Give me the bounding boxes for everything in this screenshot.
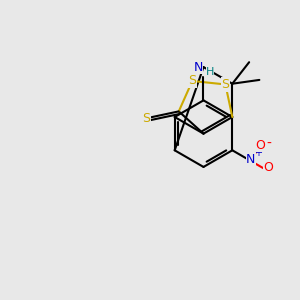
Text: S: S xyxy=(142,112,150,125)
Text: O: O xyxy=(255,139,265,152)
Text: -: - xyxy=(266,136,271,151)
Text: +: + xyxy=(254,148,262,158)
Text: S: S xyxy=(221,78,230,91)
Text: N: N xyxy=(246,153,256,166)
Text: N: N xyxy=(194,61,203,74)
Text: O: O xyxy=(263,161,273,174)
Text: S: S xyxy=(188,74,196,88)
Text: H: H xyxy=(206,68,214,77)
